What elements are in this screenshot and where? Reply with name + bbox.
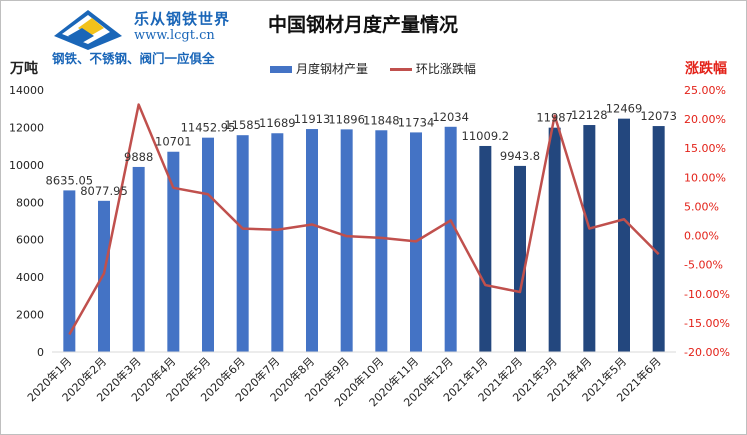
bar-value-label: 11585 bbox=[224, 118, 261, 132]
logo-slogan: 钢铁、不锈钢、阀门一应俱全 bbox=[52, 51, 215, 66]
legend: 月度钢材产量 环比涨跌幅 bbox=[270, 60, 494, 77]
bar-value-label: 8077.95 bbox=[80, 184, 128, 198]
bar bbox=[167, 151, 180, 352]
bar-value-label: 8635.05 bbox=[46, 173, 94, 187]
chart-title: 中国钢材月度产量情况 bbox=[268, 14, 459, 36]
bar bbox=[583, 125, 596, 352]
right-axis-tick-label: 15.00% bbox=[684, 142, 726, 155]
bar bbox=[236, 135, 249, 352]
bar-value-label: 11009.2 bbox=[462, 129, 510, 143]
bar bbox=[271, 133, 284, 352]
bar bbox=[202, 137, 214, 352]
bar-value-label: 11848 bbox=[363, 113, 400, 127]
logo-name: 乐从钢铁世界 bbox=[134, 10, 231, 28]
bar bbox=[444, 126, 457, 352]
left-axis-tick-label: 8000 bbox=[16, 196, 44, 209]
bar-value-label: 12469 bbox=[606, 102, 643, 116]
left-axis-tick-label: 2000 bbox=[16, 309, 44, 322]
legend-item-line: 环比涨跌幅 bbox=[389, 60, 476, 77]
logo-emblem-icon bbox=[54, 10, 122, 50]
left-axis-tick-label: 4000 bbox=[16, 271, 44, 284]
bar-value-label: 9888 bbox=[124, 150, 153, 164]
left-axis-tick-label: 14000 bbox=[9, 84, 44, 97]
line-series bbox=[68, 103, 660, 336]
left-axis-tick-label: 0 bbox=[37, 346, 44, 359]
right-axis-tick-label: 10.00% bbox=[684, 171, 726, 184]
bar-value-label: 12073 bbox=[640, 109, 677, 123]
bar bbox=[340, 129, 353, 352]
bar bbox=[548, 127, 561, 352]
left-axis-tick-label: 12000 bbox=[9, 121, 44, 134]
legend-label-line: 环比涨跌幅 bbox=[415, 62, 476, 76]
bar-value-label: 11896 bbox=[328, 112, 365, 126]
right-axis-tick-label: -20.00% bbox=[684, 346, 730, 359]
bar-value-label: 11913 bbox=[294, 112, 331, 126]
bar bbox=[132, 166, 145, 352]
left-axis-tick-label: 6000 bbox=[16, 234, 44, 247]
bar bbox=[306, 129, 318, 352]
bar bbox=[63, 190, 76, 352]
right-axis-tick-label: 20.00% bbox=[684, 113, 726, 126]
bar bbox=[514, 165, 526, 352]
brand-logo: 乐从钢铁世界 www.lcgt.cn 钢铁、不锈钢、阀门一应俱全 bbox=[48, 6, 248, 66]
bar-value-label: 9943.8 bbox=[500, 149, 540, 163]
bar bbox=[652, 126, 665, 352]
legend-swatch-line bbox=[389, 68, 412, 71]
bar-value-label: 11689 bbox=[259, 116, 296, 130]
legend-label-bars: 月度钢材产量 bbox=[296, 62, 369, 76]
bar-value-label: 11734 bbox=[398, 115, 435, 129]
bar bbox=[479, 145, 492, 352]
bar-value-label: 12128 bbox=[571, 108, 608, 122]
right-axis-tick-label: -10.00% bbox=[684, 288, 730, 301]
bar bbox=[618, 118, 630, 352]
legend-item-bars: 月度钢材产量 bbox=[270, 60, 368, 77]
bar-value-label: 11987 bbox=[536, 111, 573, 125]
bar-value-label: 11452.95 bbox=[181, 121, 236, 135]
logo-url: www.lcgt.cn bbox=[134, 28, 215, 43]
bar-value-label: 12034 bbox=[432, 110, 469, 124]
left-axis-tick-label: 10000 bbox=[9, 159, 44, 172]
right-axis-tick-label: 0.00% bbox=[684, 230, 719, 243]
bar bbox=[375, 130, 388, 352]
right-axis-tick-label: -5.00% bbox=[684, 259, 723, 272]
bar-value-label: 10701 bbox=[155, 135, 192, 149]
bar bbox=[98, 200, 110, 352]
right-axis-title: 涨跌幅 bbox=[685, 61, 727, 77]
left-axis-title: 万吨 bbox=[10, 61, 38, 77]
right-axis-tick-label: 5.00% bbox=[684, 200, 719, 213]
right-axis-tick-label: 25.00% bbox=[684, 84, 726, 97]
legend-swatch-bar bbox=[270, 66, 292, 73]
right-axis-tick-label: -15.00% bbox=[684, 317, 730, 330]
